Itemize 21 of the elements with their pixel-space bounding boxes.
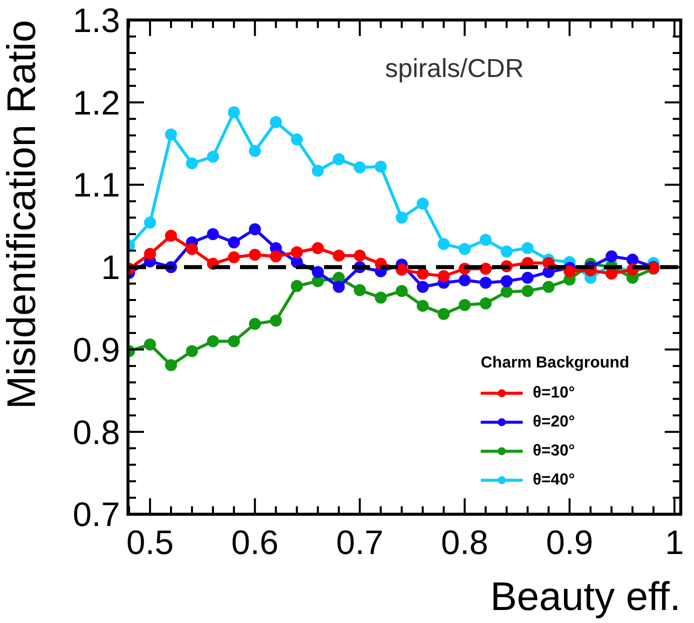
x-tick-label: 0.7 (336, 524, 384, 562)
x-axis-title: Beauty eff. (490, 575, 681, 620)
y-tick-label: 1.1 (72, 166, 120, 205)
y-tick-label: 1.2 (72, 84, 120, 122)
y-tick-label: 1 (101, 249, 120, 288)
y-tick-label: 0.8 (72, 414, 120, 452)
y-tick-label: 0.7 (72, 496, 120, 534)
legend-label: θ=20° (532, 414, 575, 431)
x-tick-label: 0.5 (126, 524, 174, 562)
y-tick-label: 0.9 (72, 331, 120, 370)
x-tick-label: 0.9 (546, 524, 594, 562)
x-tick-label: 0.8 (441, 524, 488, 562)
annotation: spirals/CDR (385, 53, 524, 84)
legend-label: θ=30° (532, 442, 575, 460)
legend-label: θ=10° (532, 384, 575, 402)
x-tick-label: 0.6 (231, 524, 279, 562)
y-tick-label: 1.3 (72, 2, 120, 40)
y-axis-title: Misidentification Ratio (0, 20, 44, 410)
legend-label: θ=40° (532, 472, 575, 489)
legend-title: Charm Background (480, 354, 630, 372)
x-tick-label: 1 (665, 524, 684, 562)
